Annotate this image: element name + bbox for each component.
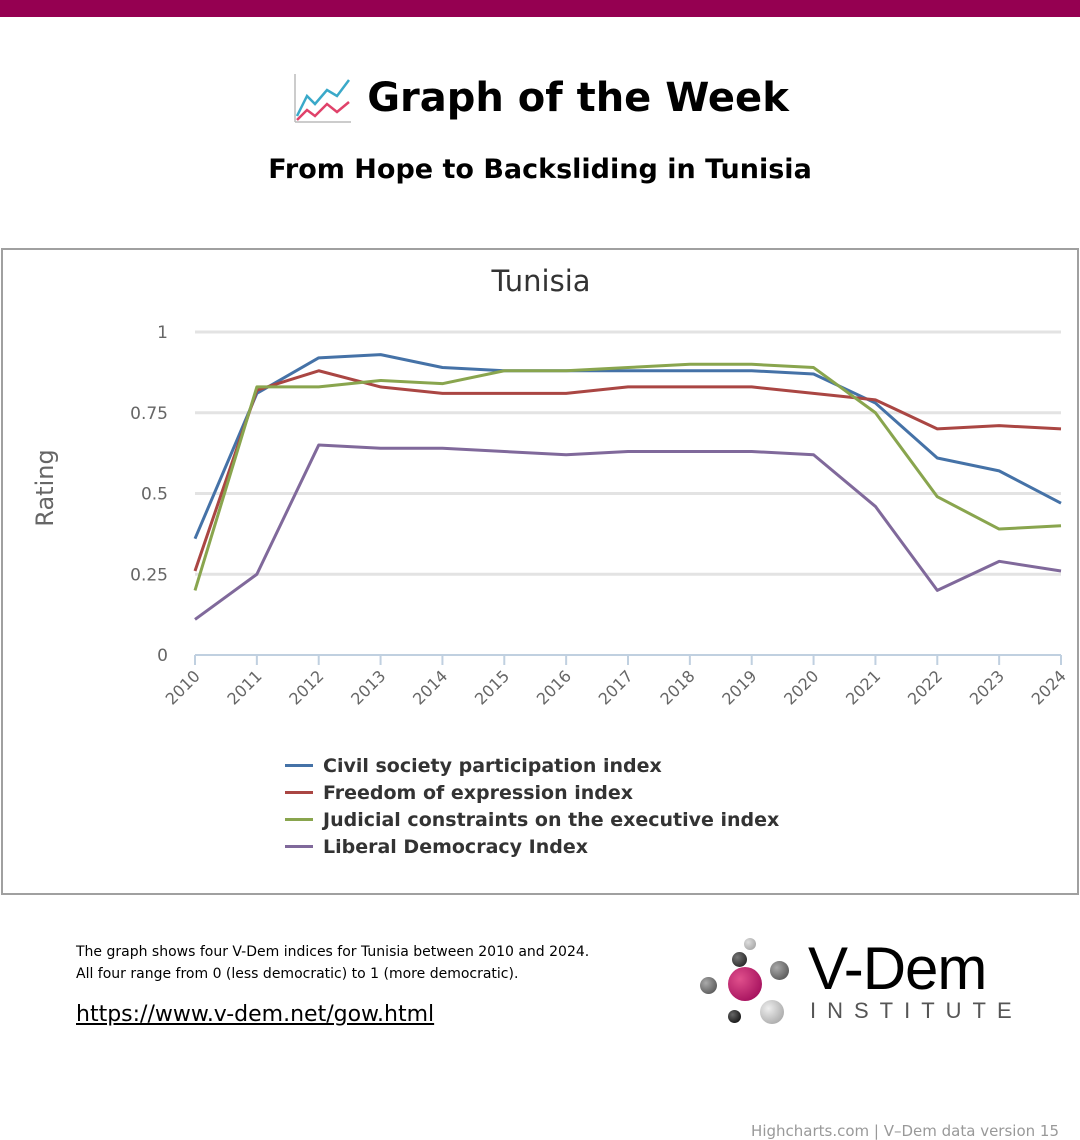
legend-label: Freedom of expression index [323, 781, 634, 804]
legend-swatch [285, 791, 313, 794]
x-tick-label: 2011 [223, 666, 265, 708]
description: The graph shows four V-Dem indices for T… [76, 941, 589, 985]
legend-item-liberal-democracy[interactable]: Liberal Democracy Index [285, 833, 779, 860]
legend-label: Liberal Democracy Index [323, 835, 588, 858]
x-tick-label: 2012 [285, 666, 327, 708]
description-line: All four range from 0 (less democratic) … [76, 966, 519, 982]
x-tick-label: 2023 [966, 666, 1008, 708]
gow-link[interactable]: https://www.v-dem.net/gow.html [76, 1002, 435, 1027]
page-subtitle: From Hope to Backsliding in Tunisia [268, 154, 812, 185]
chart-legend: Civil society participation index Freedo… [285, 752, 779, 860]
logo-subtext: INSTITUTE [810, 998, 1023, 1023]
vdem-logo: V-Dem INSTITUTE [700, 935, 1023, 1026]
chart-credits[interactable]: Highcharts.com | V–Dem data version 15 [751, 1122, 1059, 1140]
legend-item-freedom-expression[interactable]: Freedom of expression index [285, 779, 779, 806]
y-tick-label: 0.5 [141, 485, 168, 505]
y-tick-label: 1 [157, 323, 168, 343]
top-brand-bar [0, 0, 1080, 17]
description-line: The graph shows four V-Dem indices for T… [76, 944, 590, 960]
x-tick-label: 2015 [471, 666, 513, 708]
line-chart-icon [294, 74, 352, 123]
x-tick-label: 2019 [718, 666, 760, 708]
legend-label: Civil society participation index [323, 754, 662, 777]
legend-label: Judicial constraints on the executive in… [323, 808, 780, 831]
series-line [193, 362, 1062, 591]
series-line [194, 443, 1062, 621]
y-tick-label: 0.75 [130, 404, 168, 424]
x-tick-label: 2013 [347, 666, 389, 708]
y-axis-label: Rating [31, 449, 59, 526]
chart-title: Tunisia [490, 264, 590, 298]
line-chart: Tunisia Rating 0 0.25 0.5 0.75 1 2010 2011 2012… [31, 264, 1070, 709]
series-line [193, 353, 1062, 540]
y-tick-label: 0 [157, 646, 168, 666]
x-tick-label: 2014 [409, 666, 451, 708]
y-tick-label: 0.25 [130, 565, 168, 585]
page-title-wrap: Graph of the Week [291, 70, 789, 126]
legend-swatch [285, 818, 313, 821]
legend-swatch [285, 764, 313, 767]
series-line [193, 369, 1062, 572]
legend-swatch [285, 845, 313, 848]
chart-container: Tunisia Rating 0 0.25 0.5 0.75 1 2010 2011 2012… [1, 248, 1079, 1140]
legend-item-civil-society[interactable]: Civil society participation index [285, 752, 779, 779]
x-tick-label: 2024 [1028, 666, 1070, 708]
x-tick-label: 2018 [656, 666, 698, 708]
x-tick-label: 2022 [904, 666, 946, 708]
x-tick-label: 2016 [533, 666, 575, 708]
header: Graph of the Week [0, 70, 1080, 131]
logo-text: V-Dem [808, 935, 987, 1002]
x-tick-label: 2020 [780, 666, 822, 708]
legend-item-judicial-constraints[interactable]: Judicial constraints on the executive in… [285, 806, 779, 833]
page-title: Graph of the Week [367, 75, 789, 121]
x-tick-label: 2010 [162, 666, 204, 708]
x-tick-label: 2017 [595, 666, 637, 708]
x-tick-label: 2021 [842, 666, 884, 708]
